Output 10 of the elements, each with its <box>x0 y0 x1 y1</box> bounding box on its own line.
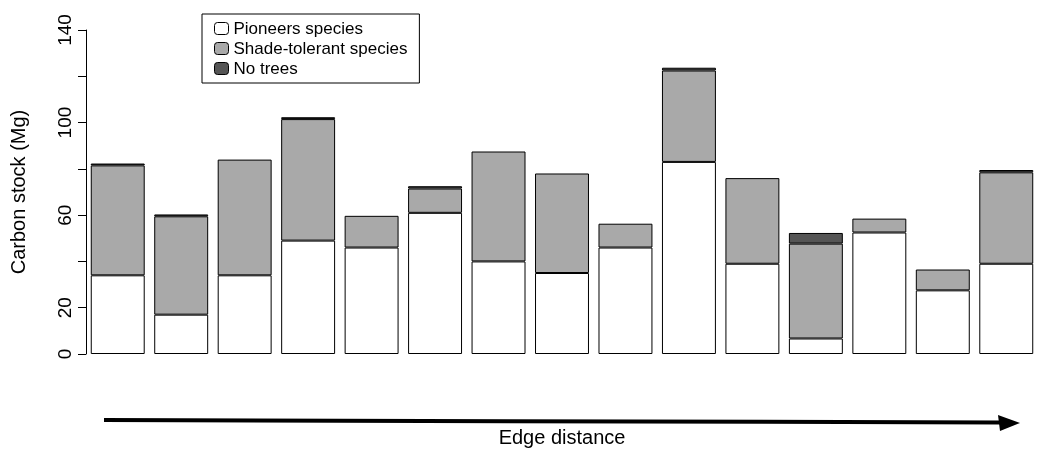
y-axis-title: Carbon stock (Mg) <box>7 109 29 275</box>
x-axis-title: Edge distance <box>498 426 626 448</box>
legend-label: No trees <box>233 59 298 78</box>
y-tick-label: 100 <box>54 106 75 139</box>
y-tick-label: 60 <box>54 204 75 226</box>
y-tick-label: 20 <box>54 297 75 319</box>
y-tick-label: 140 <box>54 14 75 46</box>
legend-label: Pioneers species <box>233 19 363 38</box>
legend-label: Shade-tolerant species <box>233 39 408 58</box>
y-tick-label: 0 <box>54 348 75 360</box>
